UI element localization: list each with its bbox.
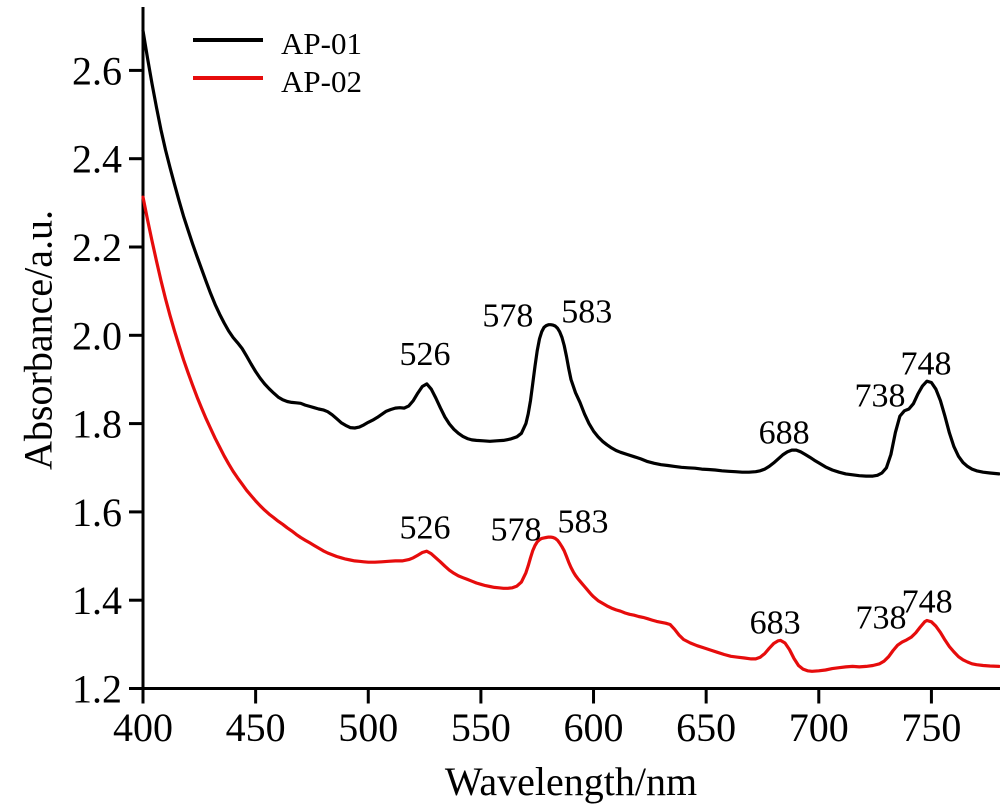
series-curve-ap-01 [141,29,1000,478]
x-axis-title: Wavelength/nm [444,759,698,804]
series-curve-ap-02 [141,195,1000,673]
peak-label-ap-01-688: 688 [759,415,810,452]
x-tick-label: 650 [676,705,736,750]
legend-label-ap01: AP-01 [281,25,362,61]
legend-line-swatch-ap01 [193,38,263,42]
x-tick-label: 400 [113,705,173,750]
x-tick-label: 550 [451,705,511,750]
legend-line-swatch-ap02 [193,76,263,80]
x-tick-label: 500 [338,705,398,750]
legend-item-ap02: AP-02 [193,59,362,97]
legend: AP-01 AP-02 [193,21,362,97]
legend-label-ap02: AP-02 [281,63,362,99]
peak-label-ap-02-748: 748 [902,584,953,621]
y-axis-title: Absorbance/a.u. [15,210,61,470]
peak-label-ap-02-526: 526 [400,509,451,546]
y-tick-label: 1.4 [72,578,122,623]
peak-label-ap-02-583: 583 [557,504,608,541]
y-tick-label: 1.8 [72,402,122,447]
peak-label-ap-01-578: 578 [482,298,533,335]
y-tick-label: 1.2 [72,667,122,712]
peak-label-ap-02-578: 578 [491,512,542,549]
x-tick-label: 750 [901,705,961,750]
peak-label-ap-01-583: 583 [561,294,612,331]
y-tick-label: 2.0 [72,313,122,358]
peak-label-ap-01-526: 526 [400,336,451,373]
legend-item-ap01: AP-01 [193,21,362,59]
peak-label-ap-01-738: 738 [855,377,906,414]
y-tick-label: 2.2 [72,225,122,270]
peak-label-ap-02-683: 683 [750,604,801,641]
peak-label-ap-02-738: 738 [855,600,906,637]
y-tick-label: 2.4 [72,137,122,182]
x-tick-label: 600 [564,705,624,750]
x-tick-label: 450 [226,705,286,750]
x-tick-label: 700 [789,705,849,750]
y-tick-label: 1.6 [72,490,122,535]
peak-label-ap-01-748: 748 [901,346,952,383]
y-tick-label: 2.6 [72,48,122,93]
